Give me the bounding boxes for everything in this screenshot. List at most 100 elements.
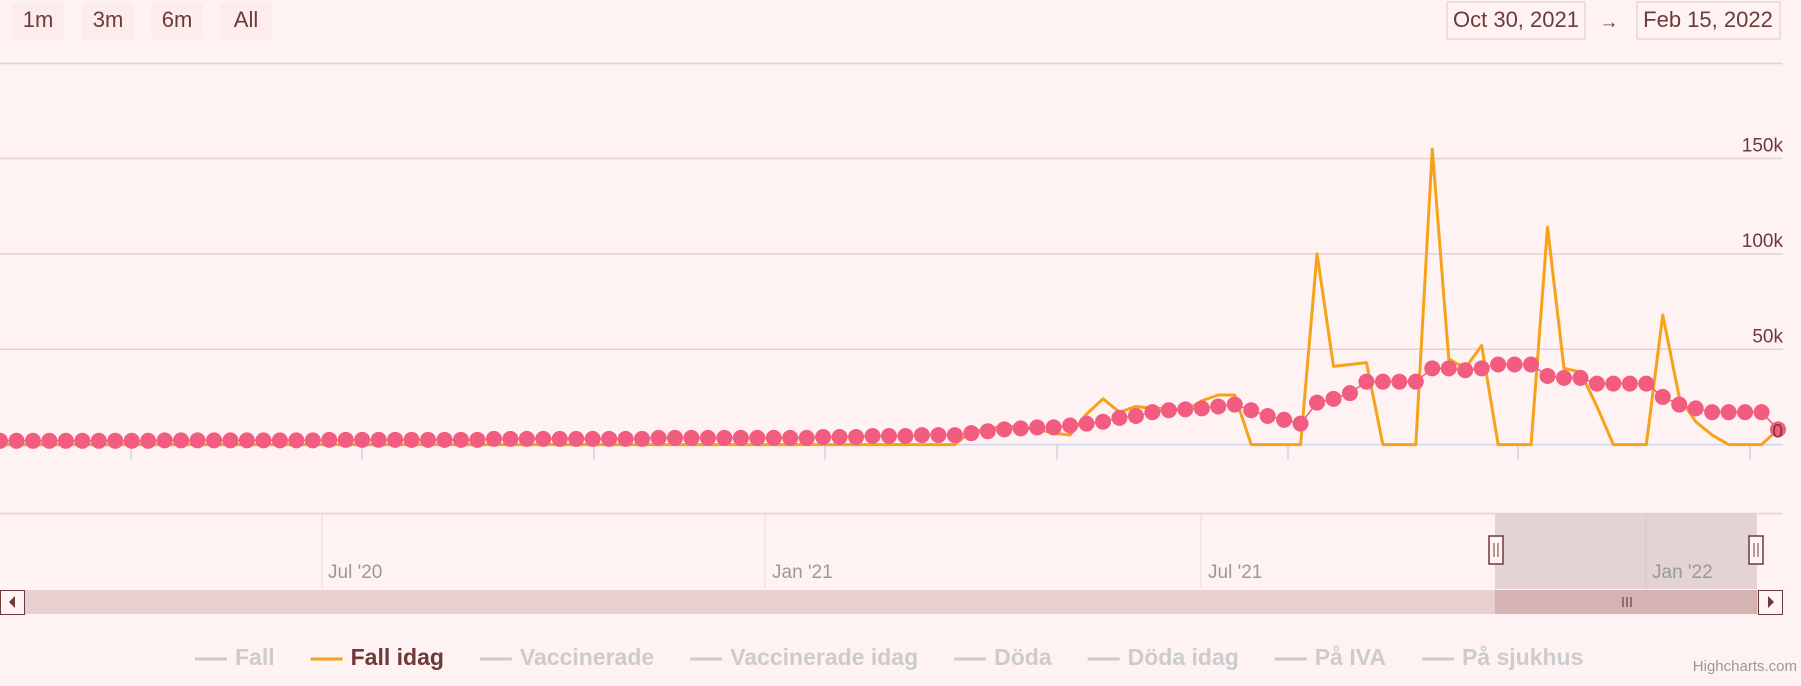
marker	[946, 427, 963, 444]
date-to[interactable]: Feb 15, 2022	[1643, 7, 1773, 32]
marker	[238, 432, 255, 449]
range-button[interactable]: All	[234, 7, 258, 32]
series-line	[0, 147, 1780, 447]
marker	[321, 431, 338, 448]
date-input-box	[1446, 1, 1586, 40]
legend-item[interactable]: Fall	[235, 644, 275, 670]
marker	[749, 429, 766, 446]
y-tick-label: 150k	[1742, 136, 1784, 157]
marker	[1572, 369, 1589, 386]
credits[interactable]: Highcharts.com	[1693, 658, 1797, 675]
legend-item[interactable]: Vaccinerade idag	[730, 644, 918, 670]
marker	[518, 430, 535, 447]
range-button[interactable]: 6m	[162, 7, 193, 32]
marker	[452, 431, 469, 448]
marker	[897, 428, 914, 445]
marker	[1555, 369, 1572, 386]
marker	[1095, 413, 1112, 430]
marker	[1177, 401, 1194, 418]
marker	[1523, 356, 1540, 373]
marker	[1276, 411, 1293, 428]
legend-item[interactable]: Vaccinerade	[520, 644, 654, 670]
range-button[interactable]: 3m	[93, 7, 124, 32]
navigator-handle[interactable]	[1488, 535, 1504, 565]
marker	[979, 423, 996, 440]
marker	[288, 432, 305, 449]
marker	[1374, 373, 1391, 390]
marker	[683, 429, 700, 446]
legend-item[interactable]: Döda idag	[1128, 644, 1239, 670]
marker	[551, 430, 568, 447]
marker	[1325, 390, 1342, 407]
date-input-box	[1636, 1, 1781, 40]
marker	[1144, 404, 1161, 421]
navigator-label: Jan '21	[772, 562, 833, 583]
arrow	[1768, 596, 1774, 608]
marker	[189, 432, 206, 449]
marker	[1243, 402, 1260, 419]
navigator-label: Jul '21	[1208, 562, 1262, 583]
marker	[485, 430, 502, 447]
legend-item[interactable]: Fall idag	[351, 644, 444, 670]
marker	[156, 432, 173, 449]
marker	[1621, 375, 1638, 392]
date-from[interactable]: Oct 30, 2021	[1453, 7, 1579, 32]
marker	[798, 429, 815, 446]
range-button[interactable]: 1m	[23, 7, 54, 32]
marker	[617, 430, 634, 447]
marker	[1605, 375, 1622, 392]
marker	[1341, 385, 1358, 402]
marker	[1440, 360, 1457, 377]
marker	[1391, 373, 1408, 390]
marker	[535, 430, 552, 447]
marker	[1292, 415, 1309, 432]
marker	[1737, 404, 1754, 421]
marker	[1210, 398, 1227, 415]
marker	[387, 431, 404, 448]
marker	[140, 432, 157, 449]
marker	[1457, 362, 1474, 379]
marker	[420, 431, 437, 448]
marker	[90, 432, 107, 449]
marker	[848, 428, 865, 445]
marker	[1753, 404, 1770, 421]
marker	[1407, 373, 1424, 390]
marker	[634, 430, 651, 447]
marker	[1687, 400, 1704, 417]
button-bg	[151, 3, 203, 39]
marker	[206, 432, 223, 449]
marker	[41, 432, 58, 449]
y-tick-label: 0	[1772, 422, 1783, 443]
marker	[996, 421, 1013, 438]
marker	[107, 432, 124, 449]
marker	[782, 429, 799, 446]
marker	[1062, 417, 1079, 434]
marker	[1671, 396, 1688, 413]
navigator-mask[interactable]	[1495, 514, 1757, 589]
marker	[881, 428, 897, 445]
button-bg	[12, 3, 64, 39]
y-tick-label: 50k	[1752, 326, 1783, 347]
marker	[831, 428, 848, 445]
marker	[1012, 420, 1029, 437]
marker	[337, 431, 354, 448]
series-layer	[0, 147, 1786, 449]
legend-item[interactable]: På IVA	[1315, 644, 1386, 670]
scrollbar-track[interactable]	[0, 590, 1783, 614]
marker	[1490, 356, 1507, 373]
scrollbar-thumb[interactable]	[1495, 590, 1757, 614]
marker	[864, 428, 881, 445]
marker	[1111, 409, 1128, 426]
marker	[1539, 367, 1556, 384]
marker	[1160, 402, 1177, 419]
marker	[1259, 407, 1276, 424]
legend-item[interactable]: På sjukhus	[1462, 644, 1583, 670]
marker	[1127, 407, 1144, 424]
marker	[650, 429, 667, 446]
marker	[765, 429, 782, 446]
marker	[403, 431, 420, 448]
marker	[1309, 394, 1326, 411]
navigator-handle[interactable]	[1748, 535, 1764, 565]
legend-item[interactable]: Döda	[994, 644, 1052, 670]
